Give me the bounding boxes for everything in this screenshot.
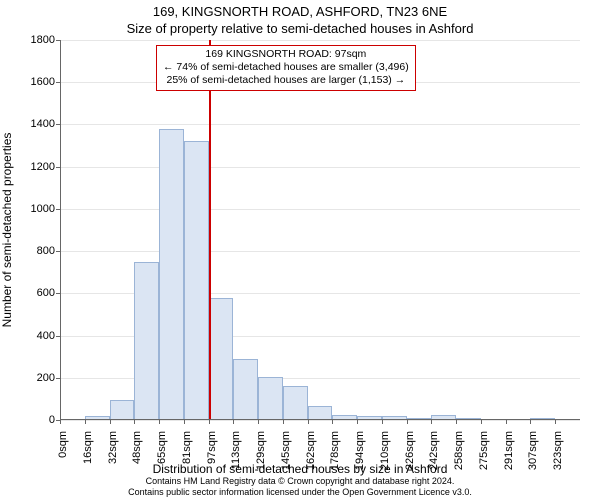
x-tick-label: 32sqm	[107, 431, 119, 481]
y-tick-mark	[56, 336, 60, 337]
footer-line2: Contains public sector information licen…	[0, 487, 600, 498]
y-tick-mark	[56, 40, 60, 41]
x-axis	[60, 419, 580, 420]
x-tick-label: 226sqm	[404, 431, 416, 481]
histogram-bar	[258, 377, 283, 420]
annotation-box: 169 KINGSNORTH ROAD: 97sqm ← 74% of semi…	[156, 45, 416, 91]
x-tick-mark	[159, 420, 160, 424]
y-tick-label: 0	[5, 414, 55, 426]
x-tick-label: 178sqm	[329, 431, 341, 481]
x-tick-mark	[506, 420, 507, 424]
x-tick-mark	[134, 420, 135, 424]
x-tick-mark	[258, 420, 259, 424]
x-tick-mark	[456, 420, 457, 424]
x-tick-mark	[431, 420, 432, 424]
y-tick-label: 1800	[5, 34, 55, 46]
x-tick-label: 291sqm	[503, 431, 515, 481]
x-tick-mark	[184, 420, 185, 424]
x-tick-label: 97sqm	[206, 431, 218, 481]
x-tick-label: 16sqm	[82, 431, 94, 481]
y-tick-mark	[56, 167, 60, 168]
grid-line	[60, 167, 580, 168]
x-tick-mark	[308, 420, 309, 424]
histogram-bar	[233, 359, 258, 420]
x-tick-mark	[530, 420, 531, 424]
grid-line	[60, 40, 580, 41]
x-tick-label: 81sqm	[181, 431, 193, 481]
reference-line	[209, 40, 211, 420]
grid-line	[60, 209, 580, 210]
histogram-bar	[209, 298, 234, 420]
y-tick-mark	[56, 378, 60, 379]
x-tick-label: 275sqm	[478, 431, 490, 481]
y-tick-mark	[56, 293, 60, 294]
y-tick-label: 400	[5, 330, 55, 342]
y-tick-mark	[56, 209, 60, 210]
grid-line	[60, 420, 580, 421]
plot-area: 169 KINGSNORTH ROAD: 97sqm ← 74% of semi…	[60, 40, 580, 420]
y-tick-label: 1200	[5, 161, 55, 173]
histogram-bar	[110, 400, 135, 420]
chart-title-line2: Size of property relative to semi-detach…	[0, 21, 600, 36]
x-tick-label: 210sqm	[379, 431, 391, 481]
y-tick-mark	[56, 251, 60, 252]
x-tick-mark	[481, 420, 482, 424]
x-tick-mark	[382, 420, 383, 424]
x-tick-label: 307sqm	[527, 431, 539, 481]
y-tick-label: 1600	[5, 76, 55, 88]
y-tick-mark	[56, 82, 60, 83]
histogram-bar	[184, 141, 209, 420]
x-tick-label: 145sqm	[280, 431, 292, 481]
histogram-bar	[308, 406, 333, 420]
x-tick-label: 242sqm	[428, 431, 440, 481]
x-tick-mark	[357, 420, 358, 424]
x-tick-mark	[85, 420, 86, 424]
annotation-line2: ← 74% of semi-detached houses are smalle…	[163, 61, 409, 74]
grid-line	[60, 251, 580, 252]
grid-line	[60, 124, 580, 125]
x-tick-label: 48sqm	[131, 431, 143, 481]
x-tick-mark	[209, 420, 210, 424]
x-tick-mark	[407, 420, 408, 424]
histogram-bar	[159, 129, 184, 420]
y-tick-label: 200	[5, 372, 55, 384]
annotation-line3: 25% of semi-detached houses are larger (…	[163, 74, 409, 87]
x-tick-label: 129sqm	[255, 431, 267, 481]
annotation-line1: 169 KINGSNORTH ROAD: 97sqm	[163, 48, 409, 61]
y-tick-mark	[56, 124, 60, 125]
x-tick-label: 65sqm	[156, 431, 168, 481]
chart-container: 169, KINGSNORTH ROAD, ASHFORD, TN23 6NE …	[0, 0, 600, 500]
x-tick-label: 258sqm	[453, 431, 465, 481]
x-tick-mark	[60, 420, 61, 424]
x-tick-mark	[555, 420, 556, 424]
x-tick-label: 323sqm	[552, 431, 564, 481]
x-tick-label: 0sqm	[57, 431, 69, 481]
x-tick-label: 113sqm	[230, 431, 242, 481]
y-axis	[60, 40, 61, 420]
histogram-bar	[283, 386, 308, 420]
y-tick-label: 1000	[5, 203, 55, 215]
y-tick-label: 1400	[5, 118, 55, 130]
x-tick-label: 162sqm	[305, 431, 317, 481]
y-tick-label: 600	[5, 287, 55, 299]
x-tick-mark	[332, 420, 333, 424]
x-tick-label: 194sqm	[354, 431, 366, 481]
chart-title-line1: 169, KINGSNORTH ROAD, ASHFORD, TN23 6NE	[0, 4, 600, 19]
histogram-bar	[134, 262, 159, 420]
y-tick-label: 800	[5, 245, 55, 257]
x-tick-mark	[110, 420, 111, 424]
x-tick-mark	[233, 420, 234, 424]
x-tick-mark	[283, 420, 284, 424]
